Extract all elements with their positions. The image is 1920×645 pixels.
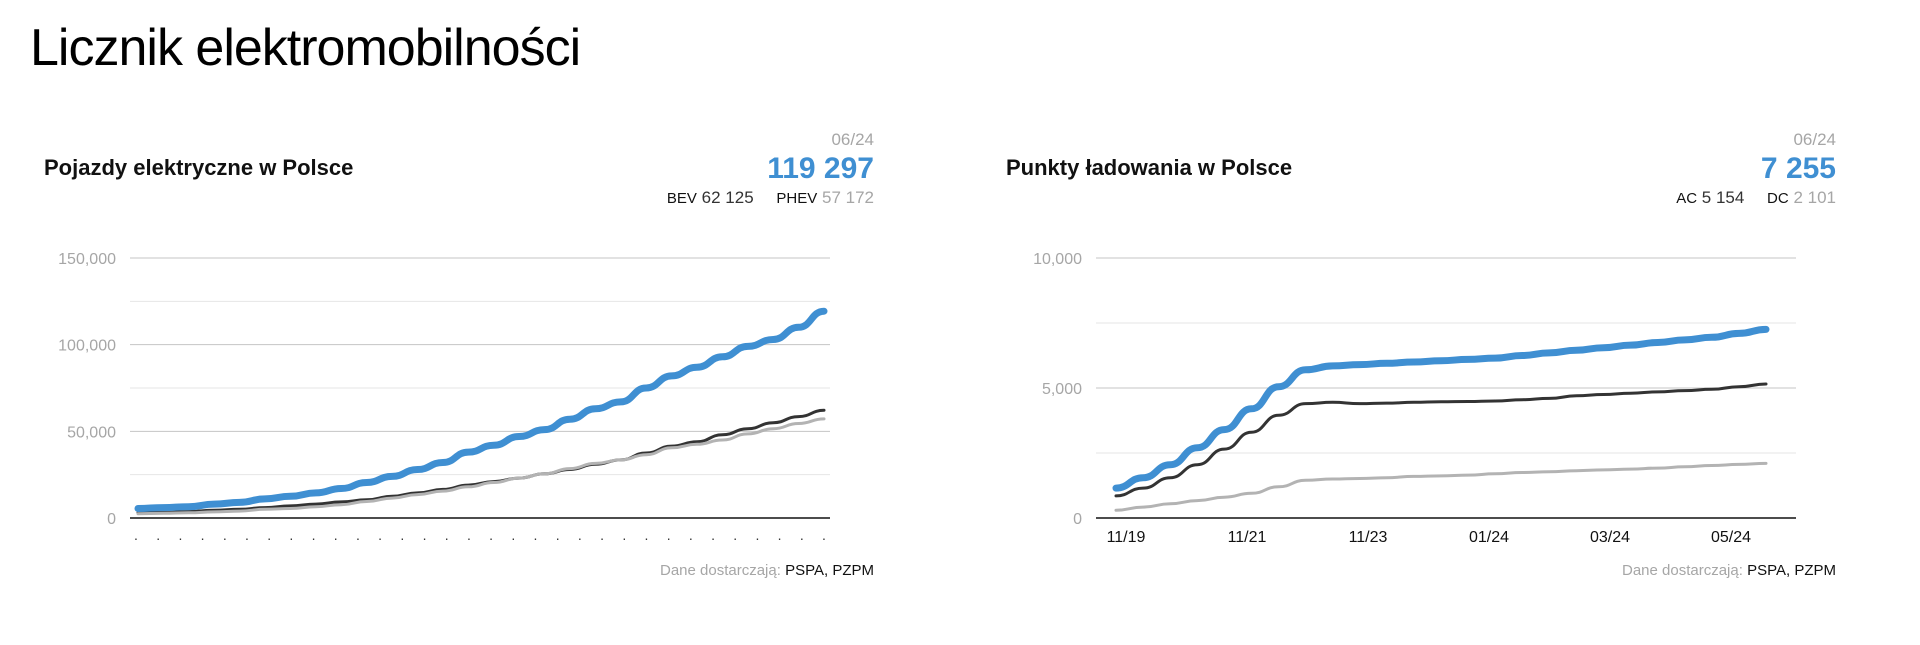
stat-value-dc: 2 101: [1793, 188, 1836, 207]
stat-value-ac: 5 154: [1701, 188, 1745, 207]
panel-title: Pojazdy elektryczne w Polsce: [44, 155, 354, 180]
stat-label-ac: AC: [1676, 190, 1698, 207]
stat-total: 7 255: [1760, 152, 1836, 185]
x-tick-label: 01/24: [1469, 529, 1509, 546]
stats-box: 06/24 119 297 BEV 62 125 PHEV 57 172: [667, 130, 874, 208]
series-line-total: [1112, 325, 1770, 492]
stat-date: 06/24: [1793, 130, 1836, 149]
x-tick-label: .: [800, 527, 804, 543]
x-tick-label: .: [334, 527, 338, 543]
data-source: Dane dostarczają: PSPA, PZPM: [1622, 562, 1836, 579]
ev-vehicles-chart: 0 50,000 100,000 150,000...................…: [58, 251, 830, 543]
series-line-total: [134, 307, 828, 512]
x-tick-label: .: [378, 527, 382, 543]
x-tick-label: .: [556, 527, 560, 543]
stat-value-phev: 57 172: [822, 188, 874, 207]
x-tick-label: .: [467, 527, 471, 543]
x-tick-label: .: [134, 527, 138, 543]
source-label: Dane dostarczają:: [1622, 562, 1743, 579]
x-tick-label: .: [689, 527, 693, 543]
source-value: PSPA, PZPM: [785, 562, 874, 579]
y-tick-label: 10,000: [1033, 251, 1082, 268]
y-tick-label: 0: [1073, 511, 1082, 528]
y-tick-label: 100,000: [58, 338, 116, 355]
x-tick-label: .: [356, 527, 360, 543]
x-tick-label: .: [534, 527, 538, 543]
stat-label-phev: PHEV: [776, 190, 818, 207]
stat-value-bev: 62 125: [701, 188, 754, 207]
panel-title: Punkty ładowania w Polsce: [1006, 155, 1293, 180]
stat-breakdown: BEV 62 125 PHEV 57 172: [667, 188, 874, 208]
ev-vehicles-panel: Pojazdy elektryczne w Polsce 06/24 119 2…: [44, 125, 874, 595]
x-tick-label: .: [511, 527, 515, 543]
x-tick-label: .: [178, 527, 182, 543]
x-tick-label: 11/19: [1107, 529, 1146, 546]
x-tick-label: .: [445, 527, 449, 543]
data-source: Dane dostarczają: PSPA, PZPM: [660, 562, 874, 579]
x-tick-label: .: [289, 527, 293, 543]
stat-total: 119 297: [767, 152, 874, 185]
charging-points-panel: Punkty ładowania w Polsce 06/24 7 255 AC…: [1006, 125, 1836, 595]
series-line-bev: [136, 408, 826, 515]
stat-breakdown: AC 5 154 DC 2 101: [1676, 188, 1836, 208]
page-title: Licznik elektromobilności: [30, 19, 581, 77]
y-tick-label: 5,000: [1042, 381, 1082, 398]
charging-points-chart: 0 5,000 10,000 11/19 11/21 11/23 01/24 03/24 05/…: [1033, 251, 1796, 546]
x-tick-label: .: [245, 527, 249, 543]
x-tick-label: .: [267, 527, 271, 543]
x-tick-label: 03/24: [1590, 529, 1630, 546]
x-tick-label: .: [423, 527, 427, 543]
x-tick-label: .: [578, 527, 582, 543]
x-tick-label: .: [489, 527, 493, 543]
x-tick-label: .: [600, 527, 604, 543]
x-tick-label: .: [778, 527, 782, 543]
stat-label-bev: BEV: [666, 190, 697, 207]
x-tick-label: .: [622, 527, 626, 543]
x-tick-label: .: [645, 527, 649, 543]
y-tick-label: 150,000: [58, 251, 116, 268]
x-tick-label: .: [822, 527, 826, 543]
source-label: Dane dostarczają:: [660, 562, 781, 579]
y-tick-label: 50,000: [67, 424, 116, 441]
series-line-phev: [136, 417, 826, 516]
x-tick-label: .: [667, 527, 671, 543]
x-tick-label: 05/24: [1711, 529, 1751, 546]
x-tick-label: 11/21: [1228, 529, 1267, 546]
x-tick-label: .: [400, 527, 404, 543]
series-line-ac: [1114, 382, 1768, 498]
x-tick-label: .: [755, 527, 759, 543]
y-tick-label: 0: [107, 511, 116, 528]
stat-label-dc: DC: [1767, 190, 1789, 207]
x-tick-label: .: [156, 527, 160, 543]
stat-date: 06/24: [831, 130, 874, 149]
x-tick-label: .: [733, 527, 737, 543]
stats-box: 06/24 7 255 AC 5 154 DC 2 101: [1676, 130, 1836, 208]
x-tick-label: .: [711, 527, 715, 543]
series-line-dc: [1114, 461, 1768, 512]
x-tick-label: .: [201, 527, 205, 543]
source-value: PSPA, PZPM: [1747, 562, 1836, 579]
x-tick-label: .: [312, 527, 316, 543]
x-tick-label: 11/23: [1349, 529, 1388, 546]
x-tick-label: .: [223, 527, 227, 543]
